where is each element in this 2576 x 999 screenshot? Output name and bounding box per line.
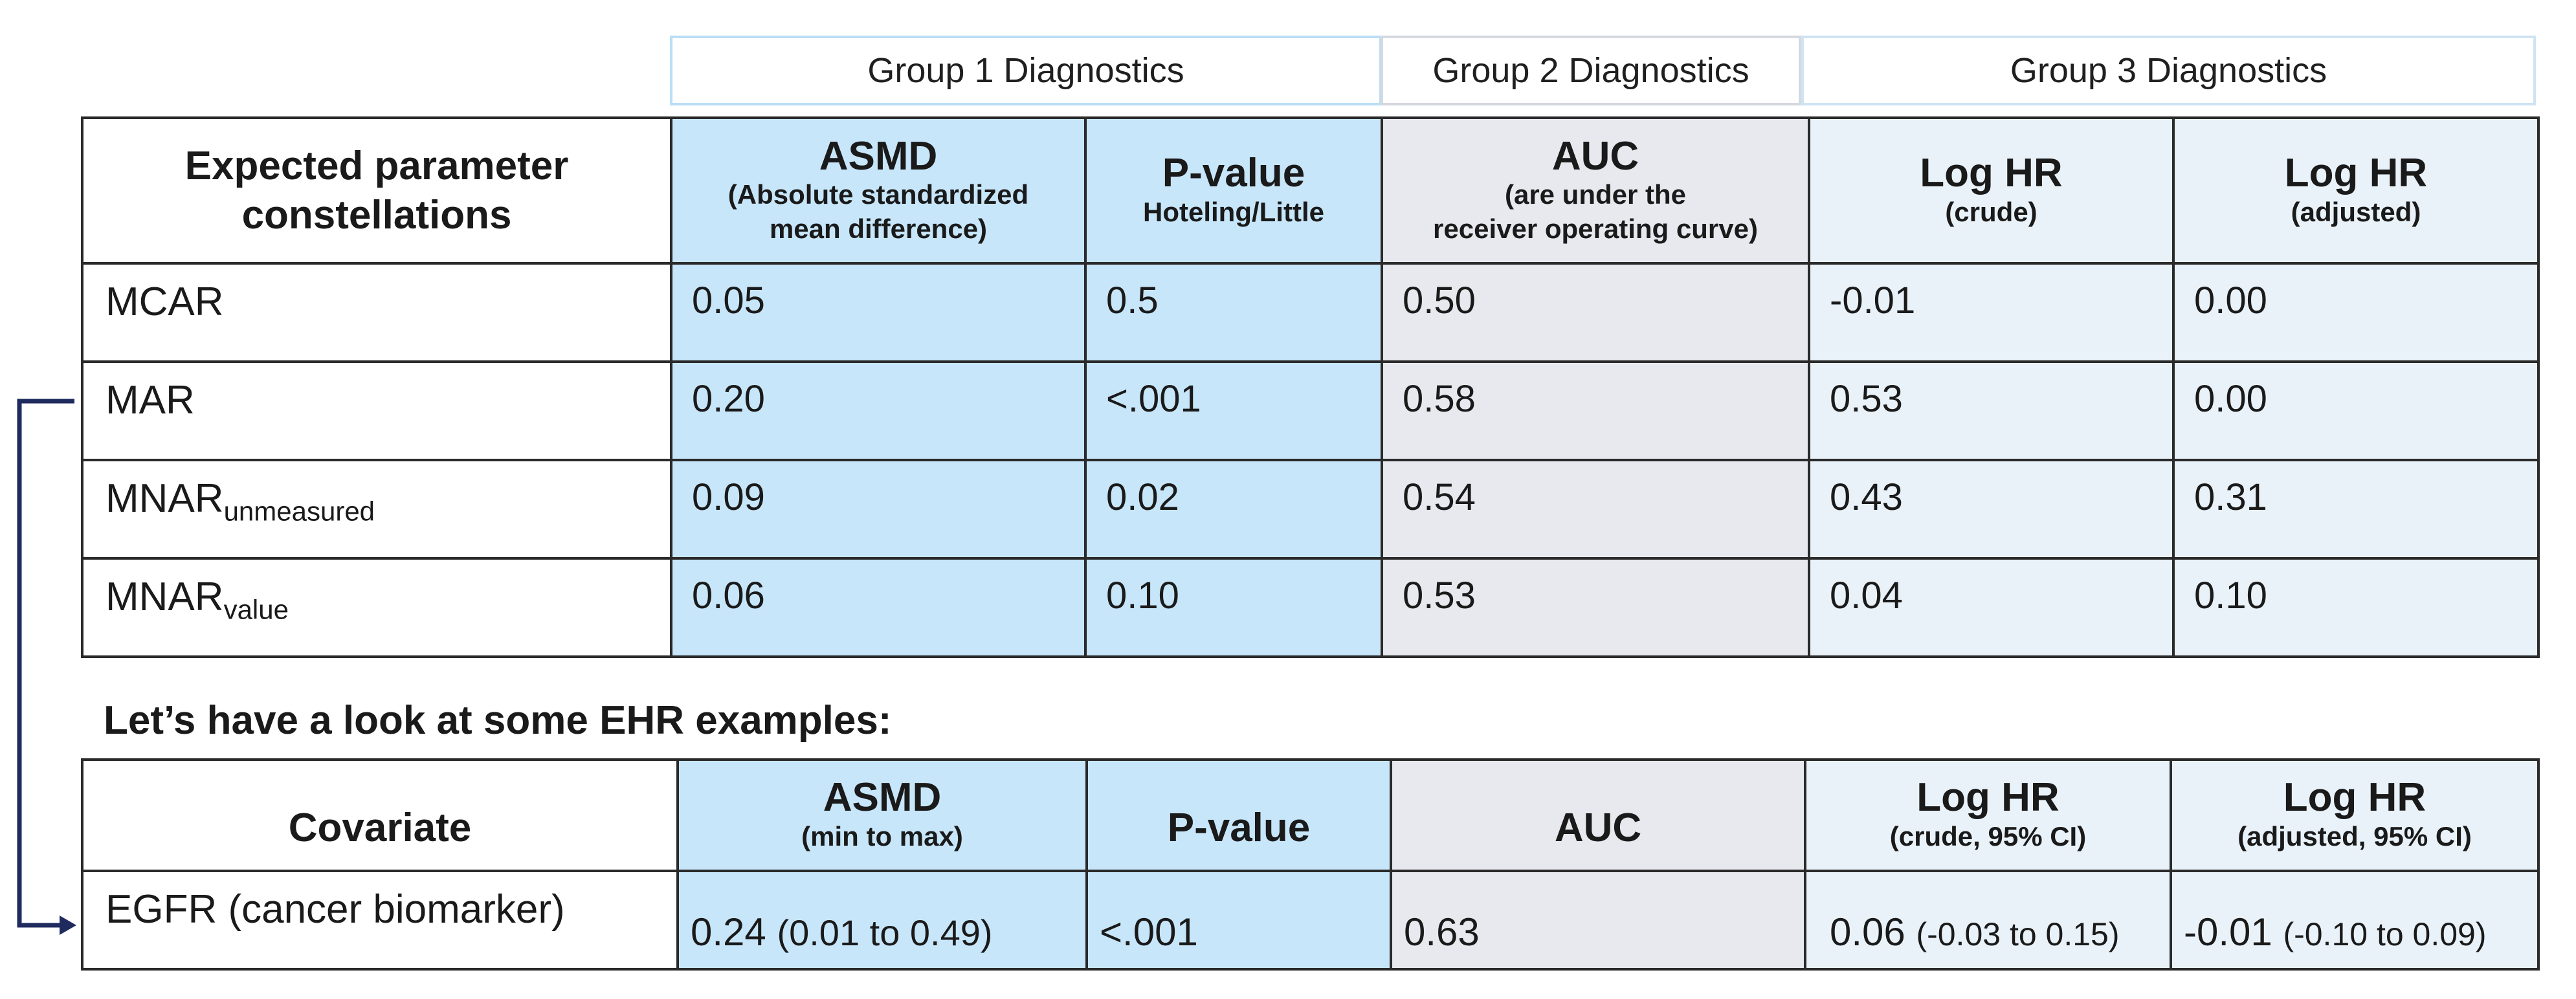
table-row-mnar-value: MNARvalue 0.06 0.10 0.53 0.04 0.10 xyxy=(81,557,2540,658)
row-label: MCAR xyxy=(81,262,672,363)
header-pvalue: P-value Hoteling/Little xyxy=(1084,116,1383,265)
corner-header: Expected parameter constellations xyxy=(81,116,672,265)
header-asmd: ASMD (min to max) xyxy=(676,758,1088,872)
header-loghr-adjusted: Log HR (adjusted) xyxy=(2172,116,2540,265)
cell-loghr-adjusted: 0.31 xyxy=(2172,459,2540,560)
connector-arrowhead-icon xyxy=(60,916,76,935)
cell-pvalue: <.001 xyxy=(1084,360,1383,461)
row-label: MNARunmeasured xyxy=(81,459,672,560)
group-3-label: Group 3 Diagnostics xyxy=(2010,51,2327,90)
expected-parameters-table: Expected parameter constellations ASMD (… xyxy=(81,116,2540,658)
group-2-header: Group 2 Diagnostics xyxy=(1381,36,1801,105)
row-label: EGFR (cancer biomarker) xyxy=(81,870,679,971)
cell-auc: 0.63 xyxy=(1390,870,1806,971)
table-row-mnar-unmeasured: MNARunmeasured 0.09 0.02 0.54 0.43 0.31 xyxy=(81,459,2540,560)
cell-pvalue: 0.10 xyxy=(1084,557,1383,658)
section-title: Let’s have a look at some EHR examples: xyxy=(104,698,892,743)
connector-line xyxy=(17,399,74,928)
table-row-mar: MAR 0.20 <.001 0.58 0.53 0.00 xyxy=(81,360,2540,461)
cell-auc: 0.58 xyxy=(1381,360,1810,461)
cell-loghr-crude: -0.01 xyxy=(1808,262,2175,363)
cell-loghr-adjusted: 0.00 xyxy=(2172,360,2540,461)
cell-pvalue: 0.02 xyxy=(1084,459,1383,560)
group-2-label: Group 2 Diagnostics xyxy=(1432,51,1749,90)
header-auc: AUC (are under the receiver operating cu… xyxy=(1381,116,1810,265)
group-1-header: Group 1 Diagnostics xyxy=(670,36,1382,105)
row-label-subscript: unmeasured xyxy=(223,496,375,527)
header-auc: AUC xyxy=(1390,758,1806,872)
header-loghr-adjusted: Log HR (adjusted, 95% CI) xyxy=(2170,758,2540,872)
cell-loghr-crude: 0.04 xyxy=(1808,557,2175,658)
row-label: MNARvalue xyxy=(81,557,672,658)
cell-asmd: 0.09 xyxy=(670,459,1087,560)
header-loghr-crude: Log HR (crude) xyxy=(1808,116,2175,265)
cell-loghr-adjusted: 0.10 xyxy=(2172,557,2540,658)
table-row-egfr: EGFR (cancer biomarker) 0.24 (0.01 to 0.… xyxy=(81,870,2540,971)
cell-auc: 0.53 xyxy=(1381,557,1810,658)
cell-asmd: 0.06 xyxy=(670,557,1087,658)
header-pvalue: P-value xyxy=(1085,758,1392,872)
cell-loghr-crude: 0.06 (-0.03 to 0.15) xyxy=(1804,870,2172,971)
table-header-row: Expected parameter constellations ASMD (… xyxy=(81,116,2540,265)
cell-asmd: 0.24 (0.01 to 0.49) xyxy=(676,870,1088,971)
header-covariate: Covariate xyxy=(81,758,679,872)
ehr-examples-table: Covariate ASMD (min to max) P-value AUC … xyxy=(81,758,2540,971)
group-3-header: Group 3 Diagnostics xyxy=(1801,36,2536,105)
row-label: MAR xyxy=(81,360,672,461)
cell-loghr-adjusted: -0.01 (-0.10 to 0.09) xyxy=(2170,870,2540,971)
cell-auc: 0.50 xyxy=(1381,262,1810,363)
cell-auc: 0.54 xyxy=(1381,459,1810,560)
cell-asmd: 0.20 xyxy=(670,360,1087,461)
header-asmd: ASMD (Absolute standardized mean differe… xyxy=(670,116,1087,265)
cell-loghr-adjusted: 0.00 xyxy=(2172,262,2540,363)
cell-pvalue: <.001 xyxy=(1085,870,1392,971)
row-label-subscript: value xyxy=(223,594,289,625)
table-row-mcar: MCAR 0.05 0.5 0.50 -0.01 0.00 xyxy=(81,262,2540,363)
cell-loghr-crude: 0.53 xyxy=(1808,360,2175,461)
cell-pvalue: 0.5 xyxy=(1084,262,1383,363)
table-header-row: Covariate ASMD (min to max) P-value AUC … xyxy=(81,758,2540,872)
cell-loghr-crude: 0.43 xyxy=(1808,459,2175,560)
header-loghr-crude: Log HR (crude, 95% CI) xyxy=(1804,758,2172,872)
cell-asmd: 0.05 xyxy=(670,262,1087,363)
group-1-label: Group 1 Diagnostics xyxy=(867,51,1184,90)
